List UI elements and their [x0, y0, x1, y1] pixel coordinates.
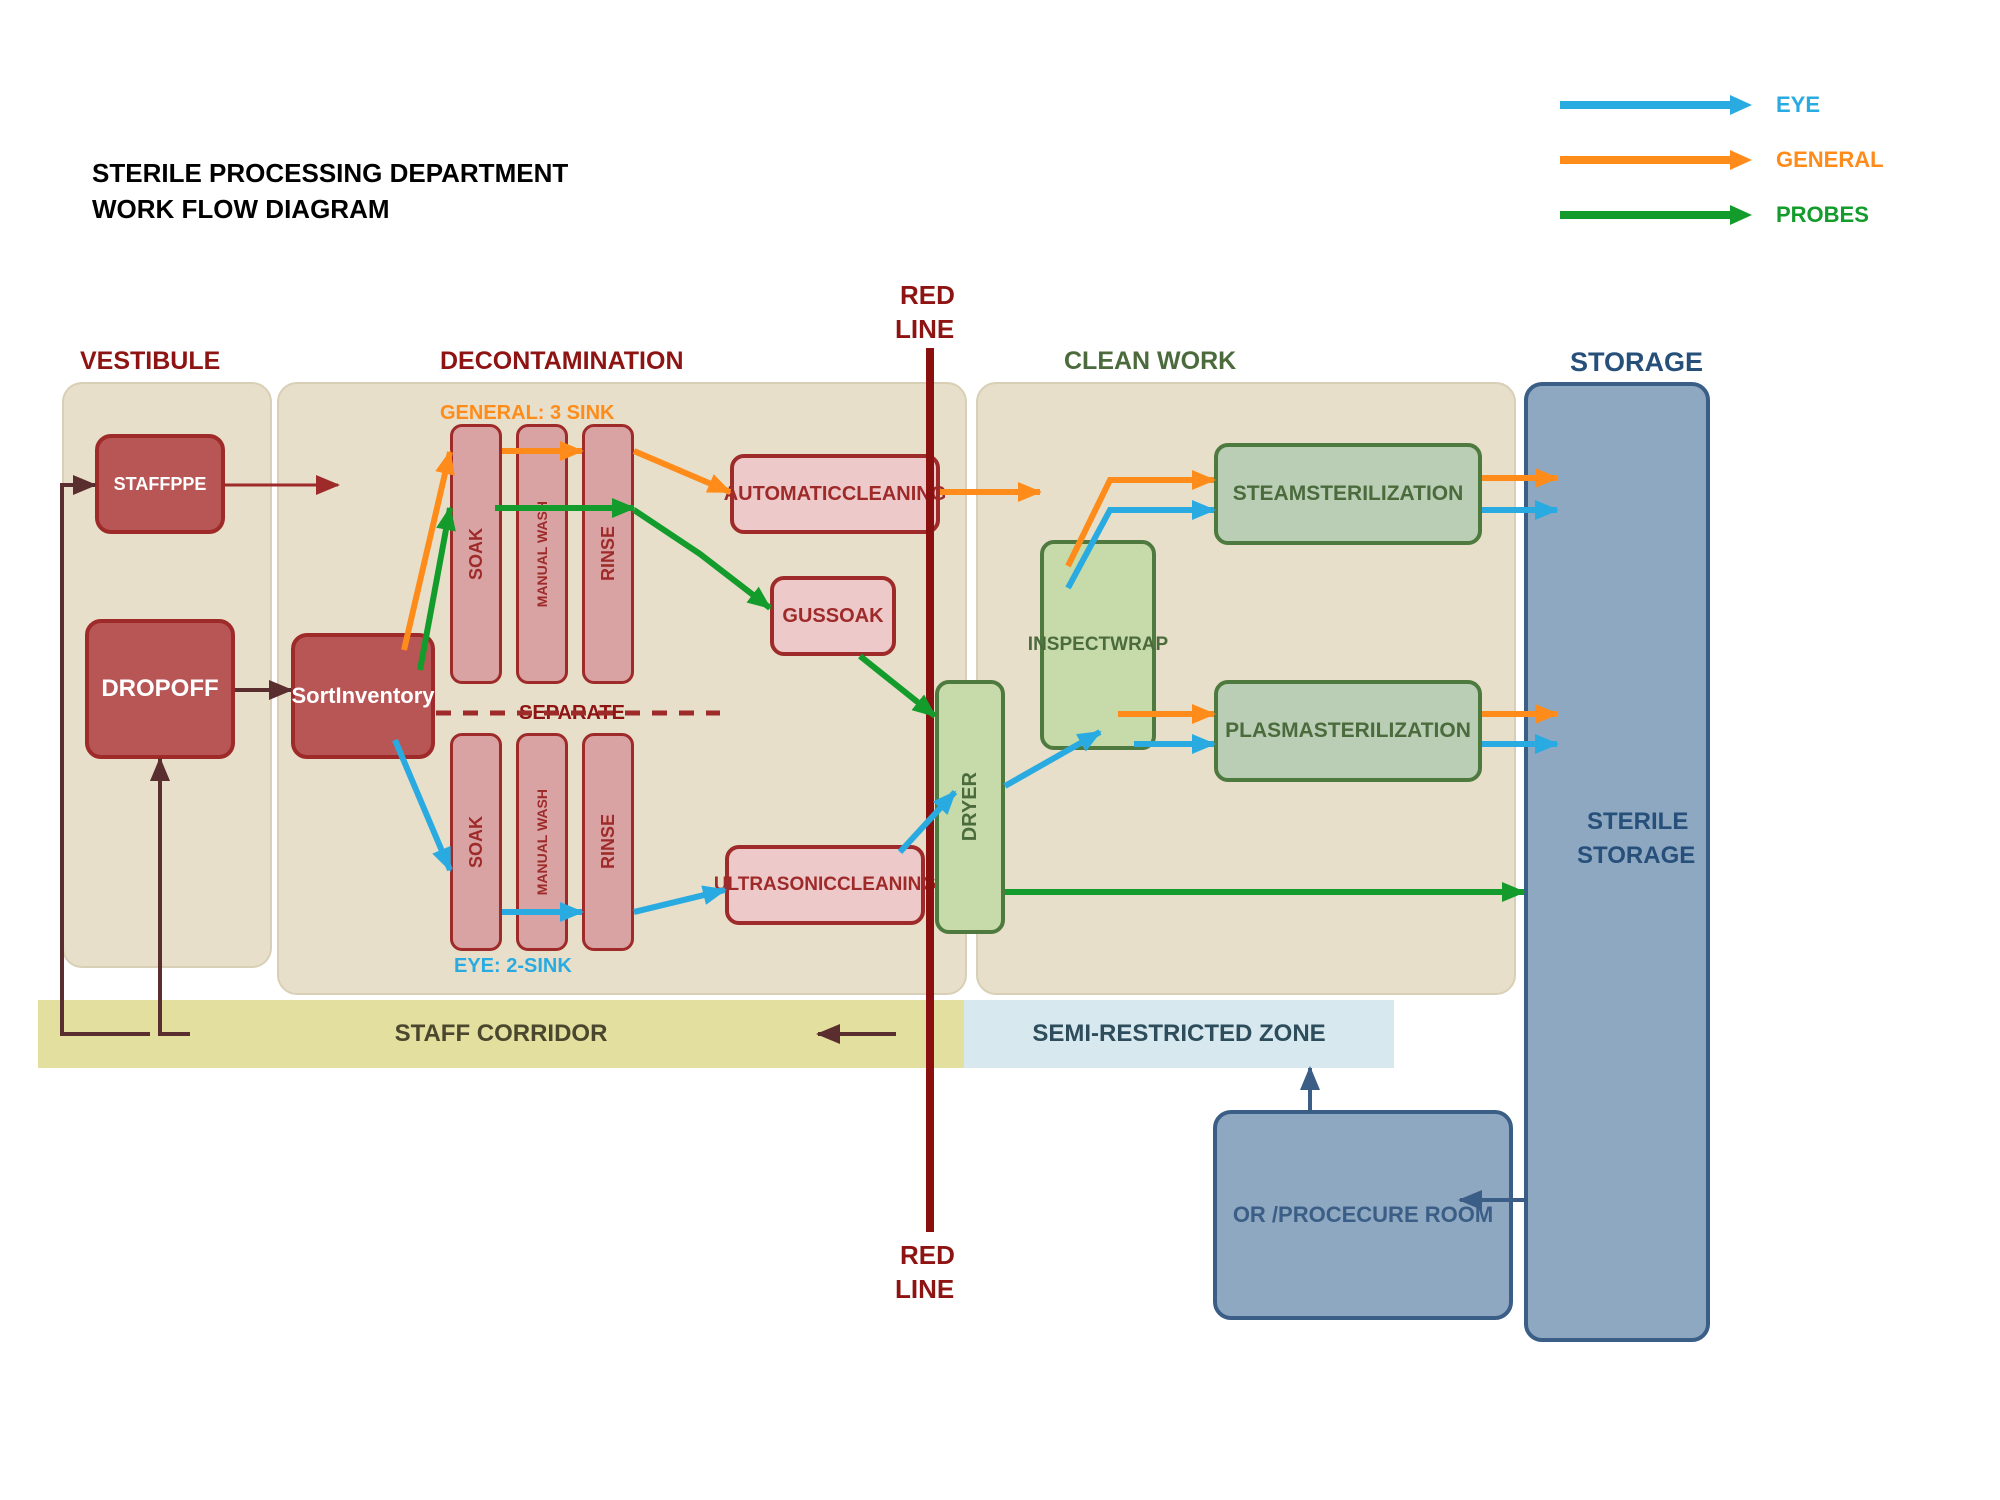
- label-separate: SEPARATE: [519, 702, 625, 725]
- node-sort_inv: SortInventory: [291, 633, 435, 759]
- node-soak_bot: SOAK: [450, 733, 502, 951]
- label-sterile_storage2: STORAGE: [1577, 842, 1695, 870]
- label-decon: DECONTAMINATION: [440, 347, 684, 376]
- label-cleanwork: CLEAN WORK: [1064, 347, 1236, 376]
- legend-probes: PROBES: [1560, 200, 1869, 230]
- node-auto_clean: AUTOMATICCLEANING: [730, 454, 940, 534]
- node-manual_top: MANUAL WASH: [516, 424, 568, 684]
- legend-eye: EYE: [1560, 90, 1820, 120]
- node-rinse_top: RINSE: [582, 424, 634, 684]
- legend-general: GENERAL: [1560, 145, 1884, 175]
- bar-staff_corridor_t: STAFF CORRIDOR: [38, 1000, 964, 1068]
- bar-semi_zone_t: SEMI-RESTRICTED ZONE: [964, 1000, 1394, 1068]
- label-vestibule: VESTIBULE: [80, 347, 220, 376]
- label-redline_bot1: RED: [900, 1240, 955, 1271]
- label-storage: STORAGE: [1570, 347, 1703, 378]
- label-eye_2sink: EYE: 2-SINK: [454, 955, 572, 978]
- diagram-title-line1: STERILE PROCESSING DEPARTMENT: [92, 158, 568, 189]
- node-dryer: DRYER: [935, 680, 1005, 934]
- node-rinse_bot: RINSE: [582, 733, 634, 951]
- label-redline_top1: RED: [900, 280, 955, 311]
- label-redline_bot2: LINE: [895, 1274, 954, 1305]
- node-gus_soak: GUSSOAK: [770, 576, 896, 656]
- node-steam: STEAMSTERILIZATION: [1214, 443, 1482, 545]
- node-manual_bot: MANUAL WASH: [516, 733, 568, 951]
- diagram-title-line2: WORK FLOW DIAGRAM: [92, 194, 390, 225]
- label-general_3sink: GENERAL: 3 SINK: [440, 402, 614, 425]
- node-soak_top: SOAK: [450, 424, 502, 684]
- label-sterile_storage1: STERILE: [1587, 808, 1688, 836]
- node-ultra_clean: ULTRASONICCLEANING: [725, 845, 925, 925]
- label-redline_top2: LINE: [895, 314, 954, 345]
- node-drop_off: DROPOFF: [85, 619, 235, 759]
- node-inspect_wrap: INSPECTWRAP: [1040, 540, 1156, 750]
- node-plasma: PLASMASTERILIZATION: [1214, 680, 1482, 782]
- node-or_room: OR /PROCECURE ROOM: [1213, 1110, 1513, 1320]
- node-staff_ppe: STAFFPPE: [95, 434, 225, 534]
